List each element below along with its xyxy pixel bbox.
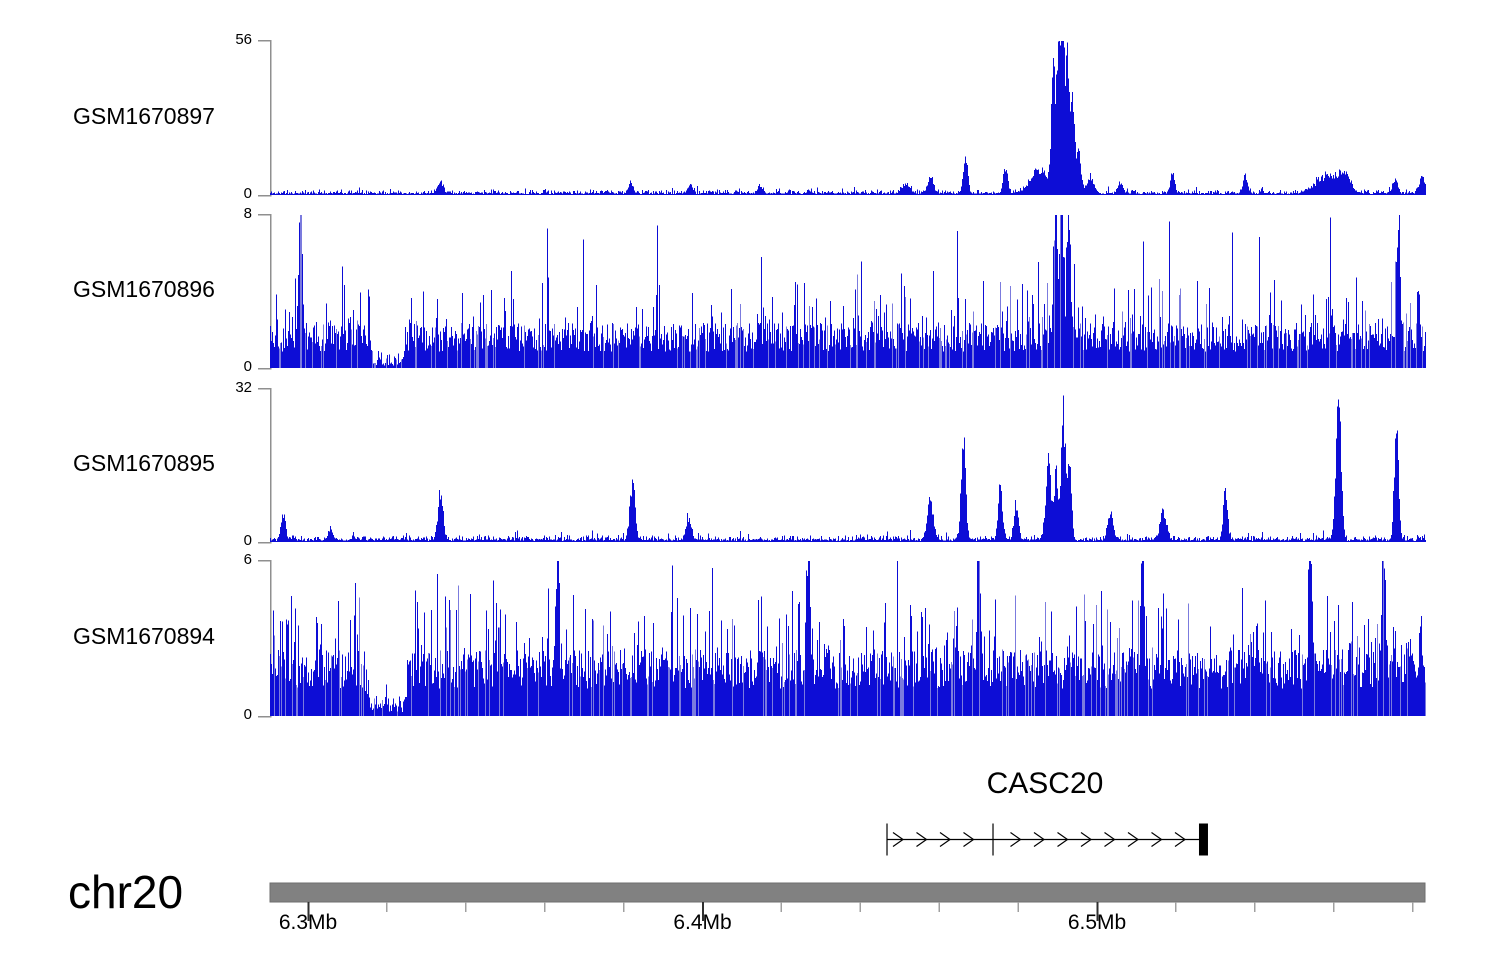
track-ymax-label: 6 [243,551,252,568]
track-ymin-label: 0 [243,532,252,549]
gene-strand-arrows-right [892,832,1187,847]
track-label: GSM1670896 [73,276,215,302]
track-ymax-label: 8 [243,205,252,222]
axis-minor-ticks [386,902,1414,912]
track-y-axis [258,39,272,197]
track-signal [270,214,1426,368]
track-ymin-label: 0 [243,358,252,375]
track-signal [270,40,1426,195]
track-signal-light [274,560,1426,716]
track-ymin-label: 0 [243,185,252,202]
track-y-axis [258,559,272,718]
chromosome-label: chr20 [68,866,184,918]
gene-exon-box [1198,823,1208,856]
chromosome-ideogram-bar [269,882,1426,903]
gene-name-label: CASC20 [986,767,1104,800]
track-signal-light [279,214,1423,368]
axis-major-tick-label: 6.5Mb [1067,911,1127,934]
track-ymin-label: 0 [243,706,252,723]
axis-major-ticks [307,902,1099,921]
track-ymax-label: 32 [235,379,252,396]
axis-major-tick-label: 6.4Mb [673,911,732,934]
track-label: GSM1670895 [73,450,215,476]
axis-major-tick-label: 6.3Mb [278,911,338,934]
track-signal [270,560,1425,716]
track-y-axis [258,213,272,370]
track-label: GSM1670897 [73,102,215,129]
track-signal [270,395,1426,542]
track-ymax-label: 56 [235,31,252,48]
track-y-axis [258,387,272,544]
track-label: GSM1670894 [73,623,215,649]
